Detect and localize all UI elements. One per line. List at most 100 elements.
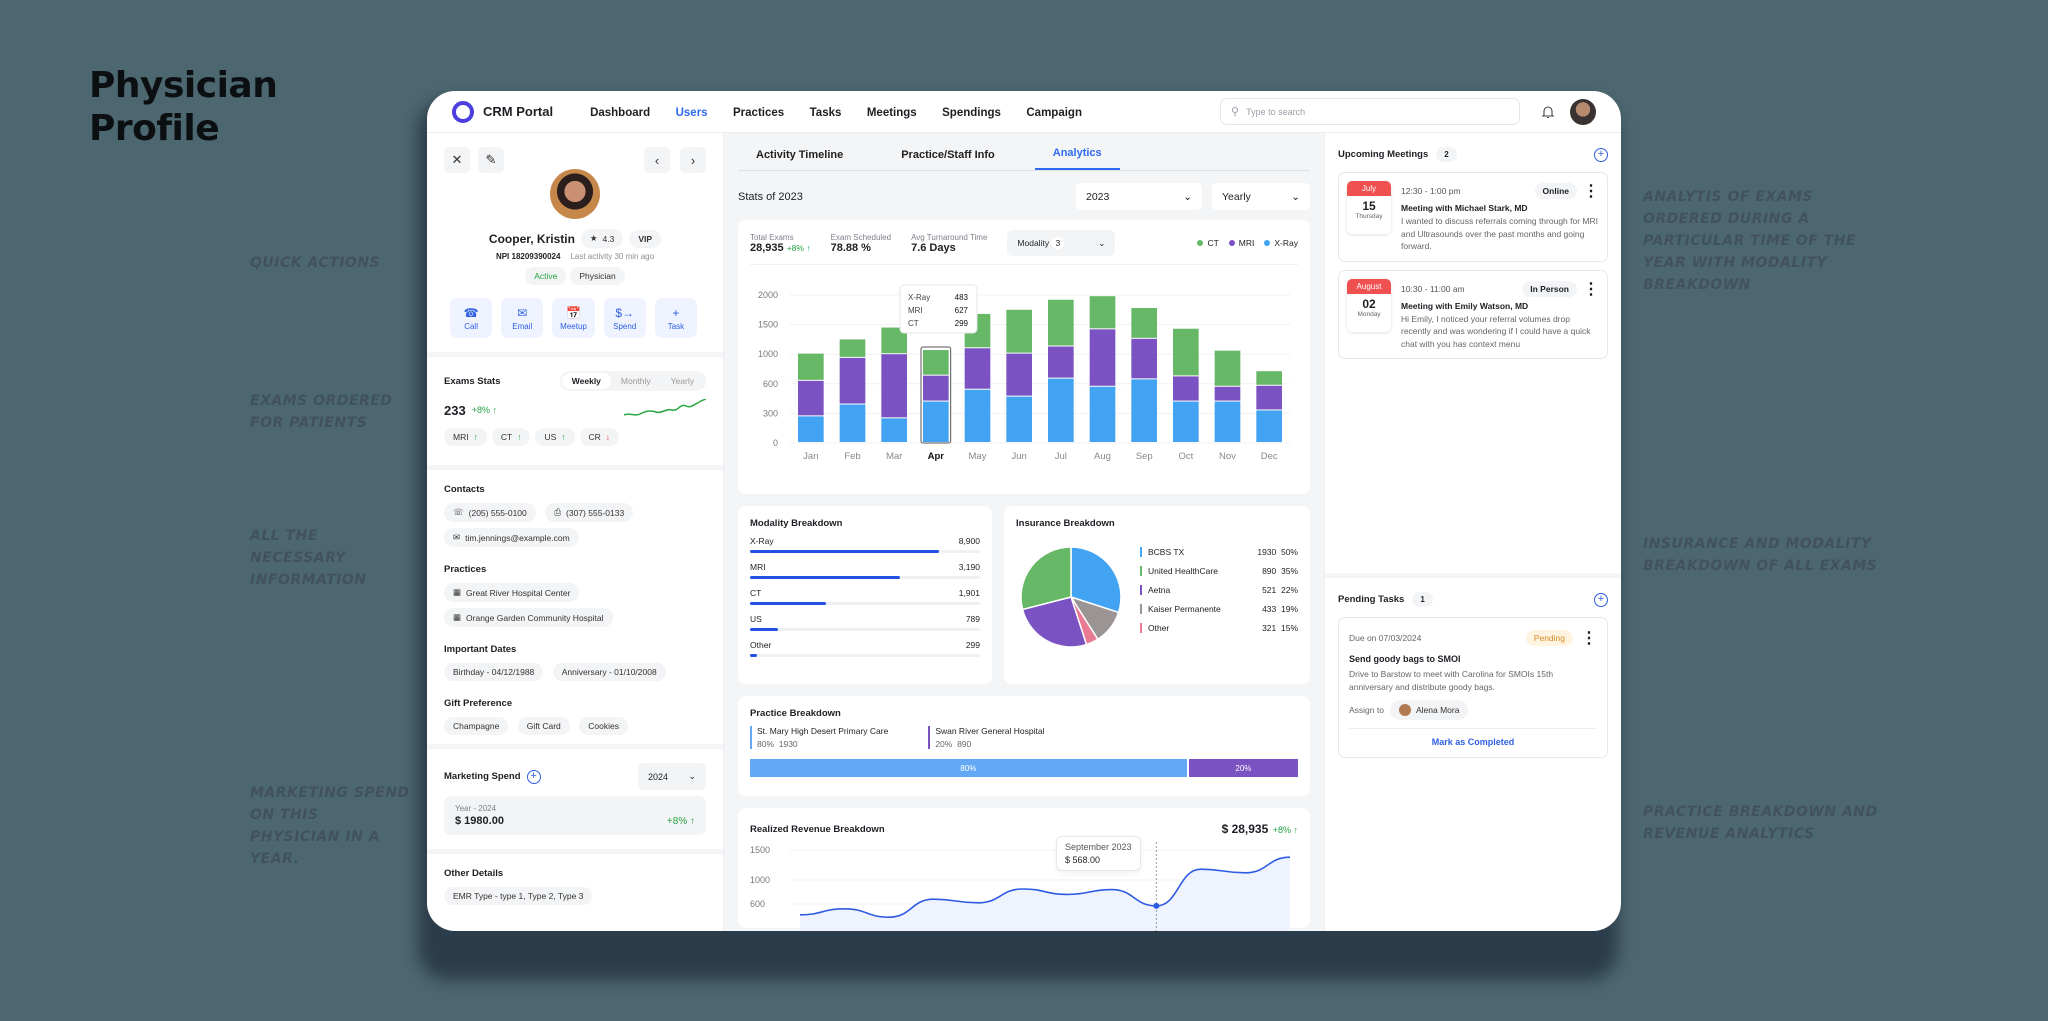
svg-text:CT: CT xyxy=(908,319,919,328)
revenue-card: Realized Revenue Breakdown $ 28,935 +8% … xyxy=(738,808,1310,931)
meeting-date: July 15 Thursday xyxy=(1347,181,1391,234)
logo-icon xyxy=(452,100,474,123)
nav-spendings[interactable]: Spendings xyxy=(942,106,1001,119)
insurance-row: Other 321 15% xyxy=(1140,622,1298,633)
phone-icon: ☎ xyxy=(463,305,479,320)
task-card: Due on 07/03/2024 Pending ⋮ Send goody ba… xyxy=(1338,617,1608,758)
svg-text:Oct: Oct xyxy=(1178,451,1193,462)
spend-year-select[interactable]: 2024 ⌄ xyxy=(638,763,706,790)
nav-users[interactable]: Users xyxy=(675,106,708,119)
turnaround-time: 7.6 Days xyxy=(911,241,956,254)
rating-badge: ★ 4.3 xyxy=(580,229,624,248)
add-spend-icon[interactable]: + xyxy=(526,769,541,784)
nav-practices[interactable]: Practices xyxy=(733,106,785,119)
tab-practice-staff[interactable]: Practice/Staff Info xyxy=(901,149,995,161)
crm-window: CRM Portal Dashboard Users Practices Tas… xyxy=(427,91,1621,931)
building-icon: ▦ xyxy=(453,612,462,622)
svg-text:1500: 1500 xyxy=(758,320,778,330)
more-vertical-icon[interactable]: ⋮ xyxy=(1581,630,1597,647)
add-task-icon[interactable]: + xyxy=(1594,592,1608,607)
meeting-card[interactable]: July 15 Thursday 12:30 - 1:00 pm Online ⋮ Meet… xyxy=(1338,172,1608,262)
more-vertical-icon[interactable]: ⋮ xyxy=(1583,280,1599,298)
fax-chip[interactable]: ⎙ (307) 555-0133 xyxy=(545,503,634,522)
assignee-chip[interactable]: Alena Mora xyxy=(1389,700,1469,720)
period-weekly[interactable]: Weekly xyxy=(561,373,611,389)
add-meeting-icon[interactable]: + xyxy=(1594,147,1608,162)
call-button[interactable]: ☎ Call xyxy=(450,298,493,338)
modality-filter[interactable]: Modality 3 ⌄ xyxy=(1007,230,1116,256)
modality-chip-us: US ↑ xyxy=(535,428,575,446)
nav-campaign[interactable]: Campaign xyxy=(1026,106,1082,119)
tab-activity-timeline[interactable]: Activity Timeline xyxy=(756,149,844,161)
chevron-down-icon: ⌄ xyxy=(1098,237,1106,248)
svg-text:300: 300 xyxy=(763,408,778,418)
meeting-date: August 02 Monday xyxy=(1347,278,1391,332)
practice-chip[interactable]: ▦ Great River Hospital Center xyxy=(444,583,580,602)
exam-sparkline xyxy=(624,399,706,416)
phone-chip[interactable]: ☏ (205) 555-0100 xyxy=(444,503,536,522)
chevron-down-icon: ⌄ xyxy=(1291,190,1300,203)
svg-text:MRI: MRI xyxy=(908,306,923,315)
annotation-exams: Exams ordered for patients xyxy=(250,393,393,431)
task-button[interactable]: + Task xyxy=(654,298,698,338)
period-select[interactable]: Yearly ⌄ xyxy=(1212,183,1310,210)
svg-text:Jun: Jun xyxy=(1012,451,1027,462)
meetup-button[interactable]: 📅 Meetup xyxy=(552,298,595,338)
svg-text:627: 627 xyxy=(955,306,969,315)
svg-text:600: 600 xyxy=(763,379,778,389)
assignee-avatar xyxy=(1398,704,1411,716)
nav-tasks[interactable]: Tasks xyxy=(809,106,842,119)
period-monthly[interactable]: Monthly xyxy=(620,376,651,386)
svg-text:X-Ray: X-Ray xyxy=(908,293,930,302)
tasks-count: 1 xyxy=(1412,592,1433,607)
spend-button[interactable]: $→ Spend xyxy=(603,298,646,338)
annotation-insurance: Insurance and modality breakdown of all … xyxy=(1643,536,1878,574)
marketing-spend-title: Marketing Spend xyxy=(444,771,521,782)
edit-icon[interactable]: ✎ xyxy=(478,147,504,173)
meeting-card[interactable]: August 02 Monday 10:30 - 11:00 am In Person ⋮… xyxy=(1338,269,1608,359)
building-icon: ▦ xyxy=(453,587,462,597)
insurance-breakdown-card: Insurance Breakdown BCBS TX 1930 50% Unite… xyxy=(1004,506,1310,684)
exams-chart-card: Total Exams 28,935 +8% ↑ Exam Scheduled 78… xyxy=(738,220,1310,494)
role-badge: Physician xyxy=(570,267,625,285)
year-select[interactable]: 2023 ⌄ xyxy=(1076,183,1202,210)
exams-bar-chart: 0 300 600 1000 1500 2000 Jan Feb Mar Apr May Jun Jul… xyxy=(758,284,1290,462)
nav-dashboard[interactable]: Dashboard xyxy=(590,106,651,119)
stats-title: Stats of 2023 xyxy=(738,190,803,203)
nav-meetings[interactable]: Meetings xyxy=(866,106,917,119)
mail-icon: ✉ xyxy=(517,305,528,320)
mark-completed-button[interactable]: Mark as Completed xyxy=(1349,728,1597,747)
svg-text:Sep: Sep xyxy=(1136,451,1153,462)
chart-legend: CT MRI X-Ray xyxy=(1197,238,1298,248)
close-icon[interactable]: ✕ xyxy=(444,147,470,173)
chevron-right-icon[interactable]: › xyxy=(680,147,706,173)
status-badge: Active xyxy=(525,267,567,285)
svg-text:299: 299 xyxy=(955,319,969,328)
chevron-left-icon[interactable]: ‹ xyxy=(644,147,670,173)
search-input[interactable]: ⚲ Type to search xyxy=(1220,98,1520,125)
email-button[interactable]: ✉ Email xyxy=(501,298,544,338)
tab-analytics[interactable]: Analytics xyxy=(1034,147,1120,170)
svg-text:Mar: Mar xyxy=(886,451,902,462)
svg-text:1000: 1000 xyxy=(758,349,778,359)
period-yearly[interactable]: Yearly xyxy=(670,376,694,386)
svg-text:May: May xyxy=(969,451,987,462)
tasks-title: Pending Tasks xyxy=(1338,594,1405,605)
revenue-tooltip: September 2023 $ 568.00 xyxy=(1056,836,1141,871)
exam-change: +8% ↑ xyxy=(471,405,497,415)
bell-icon[interactable] xyxy=(1540,104,1556,120)
more-vertical-icon[interactable]: ⋮ xyxy=(1583,183,1599,200)
insurance-pie-chart xyxy=(1020,546,1122,648)
date-chip: Birthday - 04/12/1988 xyxy=(444,663,544,681)
npi-number: NPI 18209390024 xyxy=(495,252,561,261)
last-activity: Last activity 30 min ago xyxy=(570,252,655,261)
annotation-quick-actions: Quick Actions xyxy=(250,255,381,271)
mail-icon: ✉ xyxy=(453,532,461,542)
user-avatar[interactable] xyxy=(1570,98,1596,125)
star-icon: ★ xyxy=(589,233,598,243)
spend-amount: $ 1980.00 xyxy=(455,815,504,827)
svg-text:Feb: Feb xyxy=(844,451,860,462)
exam-stats-title: Exams Stats xyxy=(444,375,501,387)
email-chip[interactable]: ✉ tim.jennings@example.com xyxy=(444,528,579,547)
practice-chip[interactable]: ▦ Orange Garden Community Hospital xyxy=(444,608,613,627)
